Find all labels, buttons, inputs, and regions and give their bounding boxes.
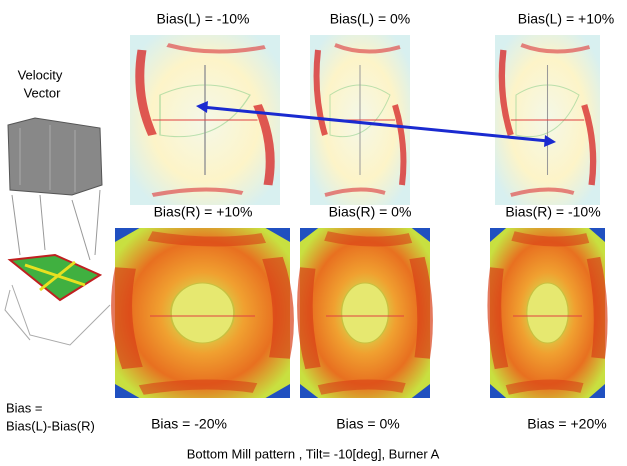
bias-definition: Bias = bbox=[6, 400, 43, 415]
contour-panels bbox=[115, 228, 605, 398]
bias-r-label: Bias(R) = -10% bbox=[505, 204, 600, 220]
figure: Velocity Vector Bias(L) = -10% Bias(L) =… bbox=[0, 0, 627, 466]
furnace-model bbox=[5, 118, 110, 345]
caption: Bottom Mill pattern , Tilt= -10[deg], Bu… bbox=[187, 446, 440, 461]
side-label: Velocity bbox=[18, 67, 63, 82]
bias-l-label: Bias(L) = +10% bbox=[518, 11, 615, 27]
bias-r-label: Bias(R) = 0% bbox=[329, 204, 412, 220]
bias-definition: Bias(L)-Bias(R) bbox=[6, 418, 95, 433]
bias-label: Bias = -20% bbox=[151, 416, 227, 432]
bias-label: Bias = 0% bbox=[336, 416, 399, 432]
bias-l-label: Bias(L) = -10% bbox=[157, 11, 250, 27]
bias-l-label: Bias(L) = 0% bbox=[330, 11, 411, 27]
vector-panels bbox=[130, 35, 600, 205]
side-label: Vector bbox=[24, 85, 62, 100]
bias-label: Bias = +20% bbox=[527, 416, 606, 432]
bias-r-label: Bias(R) = +10% bbox=[154, 204, 253, 220]
